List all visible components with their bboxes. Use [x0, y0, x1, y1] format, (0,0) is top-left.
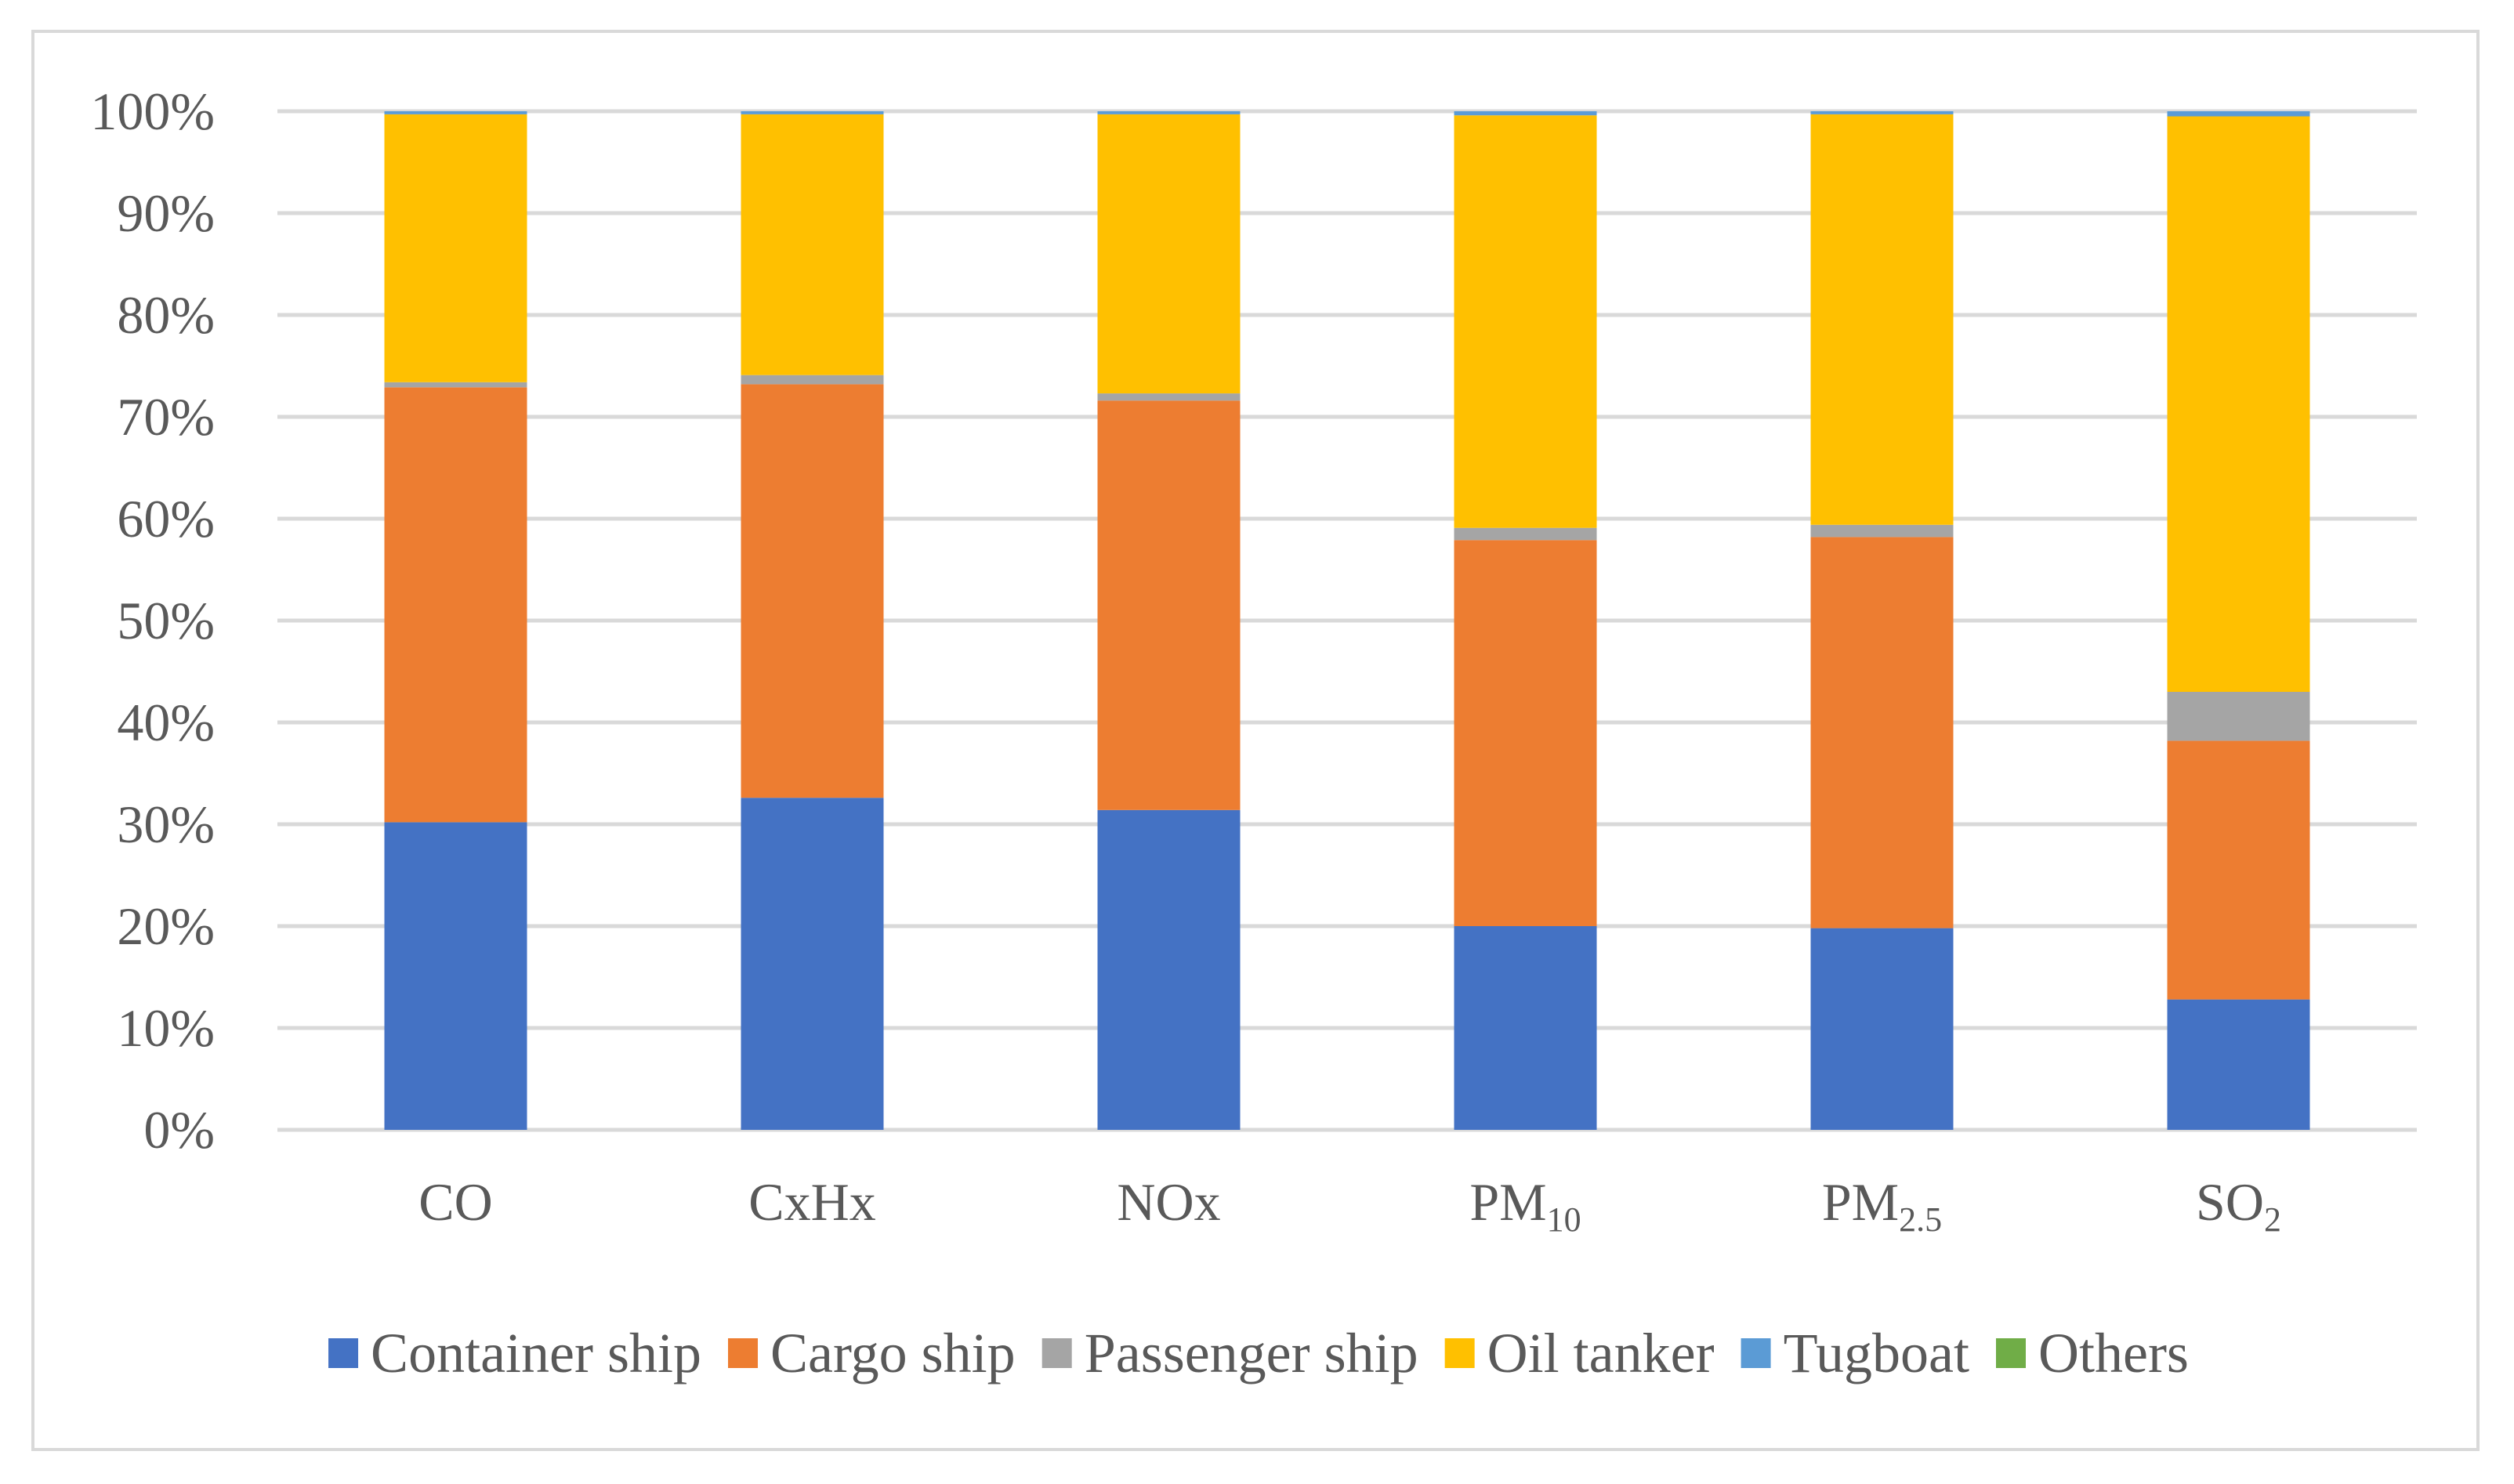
bar-segment: [384, 382, 527, 388]
bar-segment: [741, 111, 884, 114]
stacked-bar-chart: 0% 10% 20% 30% 40% 50% 60% 70% 80% 90% 100% CO CxHx…: [90, 81, 2417, 1384]
bar-segment: [1097, 400, 1241, 810]
bar-segment: [1097, 809, 1241, 1130]
bar-segment: [1097, 111, 1241, 114]
bar-segment: [1454, 115, 1597, 528]
y-tick-label: 20%: [117, 896, 215, 956]
bars: [384, 111, 2310, 1130]
bar-segment: [741, 375, 884, 385]
y-tick-label: 70%: [117, 387, 215, 447]
bar-segment: [1810, 114, 1954, 525]
gridlines: [277, 109, 2417, 1132]
y-tick-label: 90%: [117, 183, 215, 243]
y-tick-label: 10%: [117, 998, 215, 1058]
bar-segment: [384, 114, 527, 382]
legend-label: Passenger ship: [1085, 1322, 1418, 1384]
x-tick-label: NOx: [1117, 1172, 1220, 1232]
y-tick-label: 40%: [117, 693, 215, 752]
bar-segment: [384, 387, 527, 823]
legend-swatch: [1995, 1338, 2026, 1368]
legend-swatch: [1041, 1338, 1072, 1368]
legend-swatch: [728, 1338, 759, 1368]
x-tick-label: SO2: [2196, 1172, 2281, 1239]
bar-segment: [1097, 114, 1241, 394]
bar-segment: [1454, 926, 1597, 1130]
chart-frame: 0% 10% 20% 30% 40% 50% 60% 70% 80% 90% 100% CO CxHx…: [31, 30, 2480, 1451]
legend-label: Container ship: [371, 1322, 701, 1384]
y-axis-ticks: 0% 10% 20% 30% 40% 50% 60% 70% 80% 90% 100%: [90, 81, 215, 1160]
y-tick-label: 30%: [117, 794, 215, 854]
bar-segment: [1454, 527, 1597, 541]
legend: Container ship Cargo ship Passenger ship Oi…: [328, 1322, 2189, 1384]
y-tick-label: 100%: [90, 81, 215, 141]
bar-segment: [1454, 540, 1597, 926]
x-tick-label: CO: [418, 1172, 492, 1232]
x-axis-ticks: CO CxHx NOx PM10 PM2.5 SO2: [418, 1172, 2281, 1239]
y-tick-label: 0%: [143, 1100, 215, 1160]
bar-segment: [1810, 537, 1954, 928]
bar-segment: [2167, 999, 2310, 1130]
y-tick-label: 60%: [117, 489, 215, 548]
bar-segment: [1810, 524, 1954, 537]
x-tick-label: PM2.5: [1822, 1172, 1942, 1239]
legend-label: Cargo ship: [770, 1322, 1016, 1384]
bar-segment: [1097, 393, 1241, 401]
bar-segment: [384, 822, 527, 1130]
bar-segment: [2167, 111, 2310, 117]
bar-segment: [2167, 692, 2310, 741]
bar-segment: [384, 111, 527, 114]
legend-label: Oil tanker: [1487, 1322, 1715, 1384]
bar-segment: [741, 384, 884, 798]
legend-swatch: [328, 1338, 359, 1368]
legend-label: Others: [2038, 1322, 2189, 1384]
bar-segment: [741, 114, 884, 375]
legend-swatch: [1741, 1338, 1771, 1368]
bar-segment: [2167, 116, 2310, 692]
bar-segment: [741, 798, 884, 1130]
x-tick-label: CxHx: [748, 1172, 875, 1232]
bar-segment: [1810, 928, 1954, 1130]
y-tick-label: 50%: [117, 591, 215, 650]
legend-label: Tugboat: [1784, 1322, 1969, 1384]
legend-swatch: [1444, 1338, 1475, 1368]
bar-segment: [1810, 111, 1954, 114]
bar-segment: [2167, 740, 2310, 1000]
x-tick-label: PM10: [1469, 1172, 1581, 1239]
bar-segment: [1454, 111, 1597, 116]
y-tick-label: 80%: [117, 285, 215, 345]
